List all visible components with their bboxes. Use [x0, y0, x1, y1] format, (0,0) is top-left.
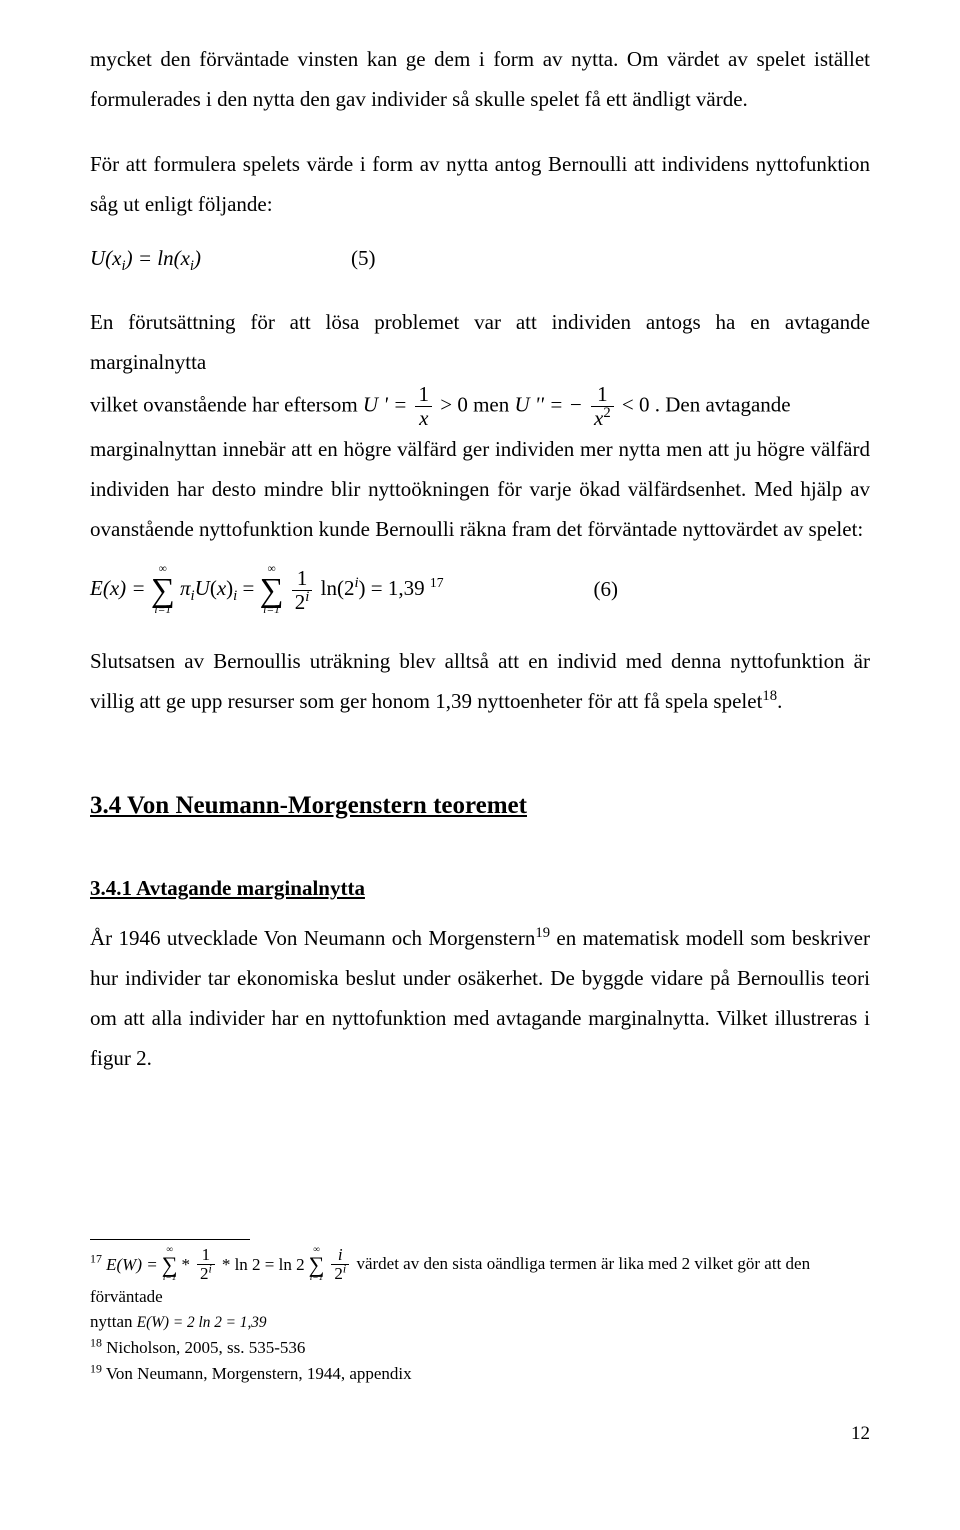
paragraph-3b: vilket ovanstående har eftersom U ' = 1 … — [90, 383, 870, 430]
footnote-17-num: 17 — [90, 1251, 102, 1265]
footnote-19: 19 Von Neumann, Morgenstern, 1944, appen… — [90, 1361, 870, 1387]
sum-symbol-1: ∞ ∑ i=1 — [151, 564, 175, 617]
para4-text: Slutsatsen av Bernoullis uträkning blev … — [90, 649, 870, 713]
footnote-19-num: 19 — [90, 1361, 102, 1375]
sigma-icon: ∑ — [151, 574, 175, 608]
eq6-frac-num: 1 — [292, 567, 313, 591]
sum-symbol-2: ∞ ∑ i=1 — [260, 564, 284, 617]
fraction-fn-1: 1 2i — [194, 1246, 218, 1284]
page-number: 12 — [90, 1416, 870, 1452]
uprime-lhs: U ' = — [363, 393, 413, 417]
fraction-1-over-x: 1 x — [412, 383, 435, 430]
fraction-fn-2: i 2i — [328, 1246, 352, 1284]
footnote-18-num: 18 — [90, 1336, 102, 1350]
fn17-lhs: E(W) = — [106, 1252, 158, 1278]
sum-symbol-fn-2: ∞ ∑ i=1 — [309, 1246, 325, 1283]
equation-6-number: (6) — [444, 570, 619, 610]
equation-6-body: E(x) = ∞ ∑ i=1 πiU(x)i = ∞ ∑ i=1 1 2i ln… — [90, 564, 444, 617]
paragraph-lead: För att formulera spelets värde i form a… — [90, 145, 870, 225]
para3-tail: . Den avtagande — [655, 393, 791, 417]
sigma-icon: ∑ — [260, 574, 284, 608]
footnote-rule — [90, 1239, 250, 1240]
para5-a: År 1946 utvecklade Von Neumann och Morge… — [90, 926, 535, 950]
eq6-frac-den: 2i — [292, 591, 313, 614]
para4-footref: 18 — [762, 688, 777, 704]
paragraph-5: År 1946 utvecklade Von Neumann och Morge… — [90, 919, 870, 1079]
equation-5: U(xi) = ln(xi) (5) — [90, 239, 870, 279]
para5-footref: 19 — [535, 925, 550, 941]
equation-5-body: U(xi) = ln(xi) — [90, 239, 201, 279]
eq6-ln-part: ln(2i) = 1,39 — [321, 576, 430, 600]
lt-zero: < 0 — [622, 393, 650, 417]
section-heading-3-4: 3.4 Von Neumann-Morgenstern teoremet — [90, 782, 870, 830]
frac2-den: x2 — [591, 407, 614, 430]
subsection-heading-3-4-1: 3.4.1 Avtagande marginalnytta — [90, 869, 870, 909]
footnote-18: 18 Nicholson, 2005, ss. 535-536 — [90, 1335, 870, 1361]
footnote-17-eq: E(W) = ∞ ∑ i=1 * 1 2i * ln 2 = ln 2 ∞ ∑ … — [106, 1246, 352, 1284]
equation-6: E(x) = ∞ ∑ i=1 πiU(x)i = ∞ ∑ i=1 1 2i ln… — [90, 564, 870, 617]
men-text: men — [473, 393, 514, 417]
para3b-prefix: vilket ovanstående har eftersom — [90, 393, 363, 417]
fn17b-label: nyttan — [90, 1312, 137, 1331]
footnote-17: 17 E(W) = ∞ ∑ i=1 * 1 2i * ln 2 = ln 2 ∞… — [90, 1246, 870, 1310]
eq6-lhs: E(x) = — [90, 576, 151, 600]
eq6-term1: πiU(x)i — [180, 576, 242, 600]
fraction-1-over-x2: 1 x2 — [588, 383, 617, 430]
paragraph-3a: En förutsättning för att lösa problemet … — [90, 303, 870, 383]
eq6-footref: 17 — [430, 575, 444, 590]
fraction-1-over-2i: 1 2i — [289, 567, 316, 614]
udblprime-lhs: U '' = − — [514, 393, 582, 417]
frac1-den: x — [415, 407, 432, 430]
eq6-equals: = — [242, 576, 259, 600]
para4-tail: . — [777, 689, 782, 713]
paragraph-3c: marginalnyttan innebär att en högre välf… — [90, 430, 870, 550]
frac2-num: 1 — [591, 383, 614, 407]
fn17b-eq: E(W) = 2 ln 2 = 1,39 — [137, 1314, 267, 1331]
frac1-num: 1 — [415, 383, 432, 407]
footnote-18-text: Nicholson, 2005, ss. 535-536 — [102, 1338, 306, 1357]
paragraph-4: Slutsatsen av Bernoullis uträkning blev … — [90, 642, 870, 722]
footnote-17-line2: nyttan E(W) = 2 ln 2 = 1,39 — [90, 1309, 870, 1335]
fn17-mid: * ln 2 = ln 2 — [222, 1252, 305, 1278]
sum-symbol-fn-1: ∞ ∑ i=1 — [162, 1246, 178, 1283]
footnote-19-text: Von Neumann, Morgenstern, 1944, appendix — [102, 1364, 412, 1383]
paragraph-intro: mycket den förväntade vinsten kan ge dem… — [90, 40, 870, 120]
gt-zero: > 0 — [440, 393, 468, 417]
footnotes-section: 17 E(W) = ∞ ∑ i=1 * 1 2i * ln 2 = ln 2 ∞… — [90, 1239, 870, 1387]
equation-5-number: (5) — [201, 239, 376, 279]
fn17-star1: * — [182, 1252, 191, 1278]
